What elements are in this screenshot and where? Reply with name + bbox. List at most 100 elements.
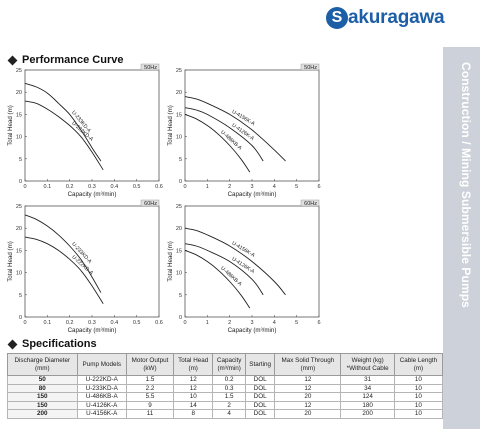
y-tick-label: 15 <box>16 248 22 254</box>
spec-cell: U-4126K-A <box>76 400 127 410</box>
x-tick-label: 0.3 <box>88 320 96 326</box>
spec-header-text: Starting <box>249 360 271 368</box>
y-tick-label: 10 <box>16 271 22 277</box>
discharge-diameter-cell: 50 <box>7 375 78 385</box>
spec-header-text: (m) <box>188 364 198 372</box>
table-row: 150 U-486KB-A 5.5 10 1.5 DOL 20 124 10 <box>7 392 444 402</box>
spec-cell: 200 <box>340 409 395 419</box>
spec-cell: U-222KD-A <box>76 375 127 385</box>
y-tick-label: 10 <box>176 271 182 277</box>
x-axis-label: Capacity (m³/min) <box>68 327 117 334</box>
spec-cell: 180 <box>340 400 395 410</box>
series-line <box>184 249 251 309</box>
spec-cell: 4 <box>212 409 246 419</box>
freq-badge <box>140 199 160 207</box>
x-tick-label: 0 <box>23 184 26 190</box>
series-line <box>24 82 102 162</box>
chart-60hz-large: 60Hz 0 1 2 3 4 5 6 25 20 15 10 5 0 Capacity (m³/min) To… <box>167 198 325 336</box>
spec-header-text: Capacity <box>216 356 242 364</box>
spec-cell: 10 <box>393 375 444 385</box>
chart-svg: 50Hz 0 1 2 3 4 5 6 25 20 15 10 5 0 Capacity (m³/min) To… <box>167 63 321 198</box>
freq-label: 50Hz <box>144 65 157 71</box>
specifications-table: Discharge Diameter (mm) Pump Models Motor O… <box>7 353 444 419</box>
y-axis-label: Total Head (m) <box>7 105 14 146</box>
x-tick-label: 0 <box>183 184 186 190</box>
spec-header-text: (kW) <box>143 364 157 372</box>
x-tick-label: 2 <box>228 184 231 190</box>
chart-50hz-large: 50Hz 0 1 2 3 4 5 6 25 20 15 10 5 0 Capacity (m³/min) To… <box>167 62 325 200</box>
x-tick-label: 2 <box>228 320 231 326</box>
x-tick-label: 3 <box>250 184 253 190</box>
spec-column-header: Total Head (m) <box>173 353 214 376</box>
spec-cell: 12 <box>173 383 214 393</box>
table-row: 150 U-4126K-A 9 14 2 DOL 12 180 10 <box>7 400 444 410</box>
x-tick-label: 0.4 <box>111 320 119 326</box>
spec-column-header: Starting <box>244 353 276 376</box>
y-tick-label: 15 <box>176 112 182 118</box>
x-tick-label: 1 <box>206 184 209 190</box>
spec-cell: DOL <box>244 392 276 402</box>
spec-cell: 9 <box>125 400 175 410</box>
spec-cell: 0.2 <box>212 375 246 385</box>
discharge-diameter-cell: 80 <box>7 383 78 393</box>
x-tick-label: 5 <box>295 184 298 190</box>
x-tick-label: 6 <box>317 320 320 326</box>
x-tick-label: 6 <box>317 184 320 190</box>
series-line <box>24 100 104 171</box>
series-line <box>184 227 286 296</box>
spec-header-text: *Without Cable <box>346 364 389 372</box>
spec-cell: 8 <box>173 409 214 419</box>
freq-label: 60Hz <box>304 201 317 207</box>
spec-header-text: (mm) <box>300 364 316 372</box>
x-tick-label: 1 <box>206 320 209 326</box>
performance-title: Performance Curve <box>22 54 124 66</box>
series-line <box>24 214 102 293</box>
freq-badge <box>300 199 320 207</box>
spec-cell: 14 <box>173 400 214 410</box>
spec-header-text: Motor Output <box>131 356 169 364</box>
spec-header-text: (m³/min) <box>217 364 241 372</box>
spec-header-text: Total Head <box>178 356 209 364</box>
spec-cell: 2 <box>212 400 246 410</box>
y-tick-label: 20 <box>176 226 182 232</box>
specs-header-row: Discharge Diameter (mm) Pump Models Motor O… <box>7 353 444 376</box>
spec-cell: DOL <box>244 409 276 419</box>
chart-50hz-small: 50Hz 0 0.1 0.2 0.3 0.4 0.5 0.6 25 20 15 10 5 0 Capacit… <box>7 62 165 200</box>
plot-frame <box>24 205 160 318</box>
y-tick-label: 5 <box>19 157 22 163</box>
spec-cell: 20 <box>274 409 342 419</box>
spec-cell: 1.5 <box>212 392 246 402</box>
specifications-title: Specifications <box>22 338 97 350</box>
x-tick-label: 3 <box>250 320 253 326</box>
x-tick-label: 0 <box>23 320 26 326</box>
y-tick-label: 0 <box>179 179 182 185</box>
spec-cell: 10 <box>393 409 444 419</box>
spec-cell: DOL <box>244 383 276 393</box>
spec-cell: 11 <box>125 409 175 419</box>
specifications-heading: Specifications <box>7 338 97 350</box>
y-tick-label: 15 <box>176 248 182 254</box>
discharge-diameter-cell: 150 <box>7 400 78 410</box>
spec-column-header: Weight (kg) *Without Cable <box>340 353 395 376</box>
x-tick-label: 0.3 <box>88 184 96 190</box>
performance-heading: Performance Curve <box>7 54 124 66</box>
spec-cell: 1.5 <box>125 375 175 385</box>
spec-cell: 10 <box>173 392 214 402</box>
x-axis-label: Capacity (m³/min) <box>68 191 117 198</box>
y-tick-label: 10 <box>16 135 22 141</box>
y-tick-label: 20 <box>16 226 22 232</box>
spec-cell: 5.5 <box>125 392 175 402</box>
x-axis-label: Capacity (m³/min) <box>228 327 277 334</box>
freq-badge <box>140 63 160 71</box>
spec-cell: U-233KD-A <box>76 383 127 393</box>
y-tick-label: 0 <box>19 315 22 321</box>
x-tick-label: 0.2 <box>66 184 74 190</box>
spec-header-text: Pump Models <box>82 360 122 368</box>
x-tick-label: 0.6 <box>155 184 163 190</box>
spec-header-text: Max Solid Through <box>281 356 335 364</box>
x-tick-label: 0 <box>183 320 186 326</box>
x-tick-label: 0.5 <box>133 184 141 190</box>
table-row: 80 U-233KD-A 2.2 12 0.3 DOL 12 34 10 <box>7 383 444 393</box>
spec-cell: 10 <box>393 400 444 410</box>
spec-header-text: Cable Length <box>399 356 438 364</box>
